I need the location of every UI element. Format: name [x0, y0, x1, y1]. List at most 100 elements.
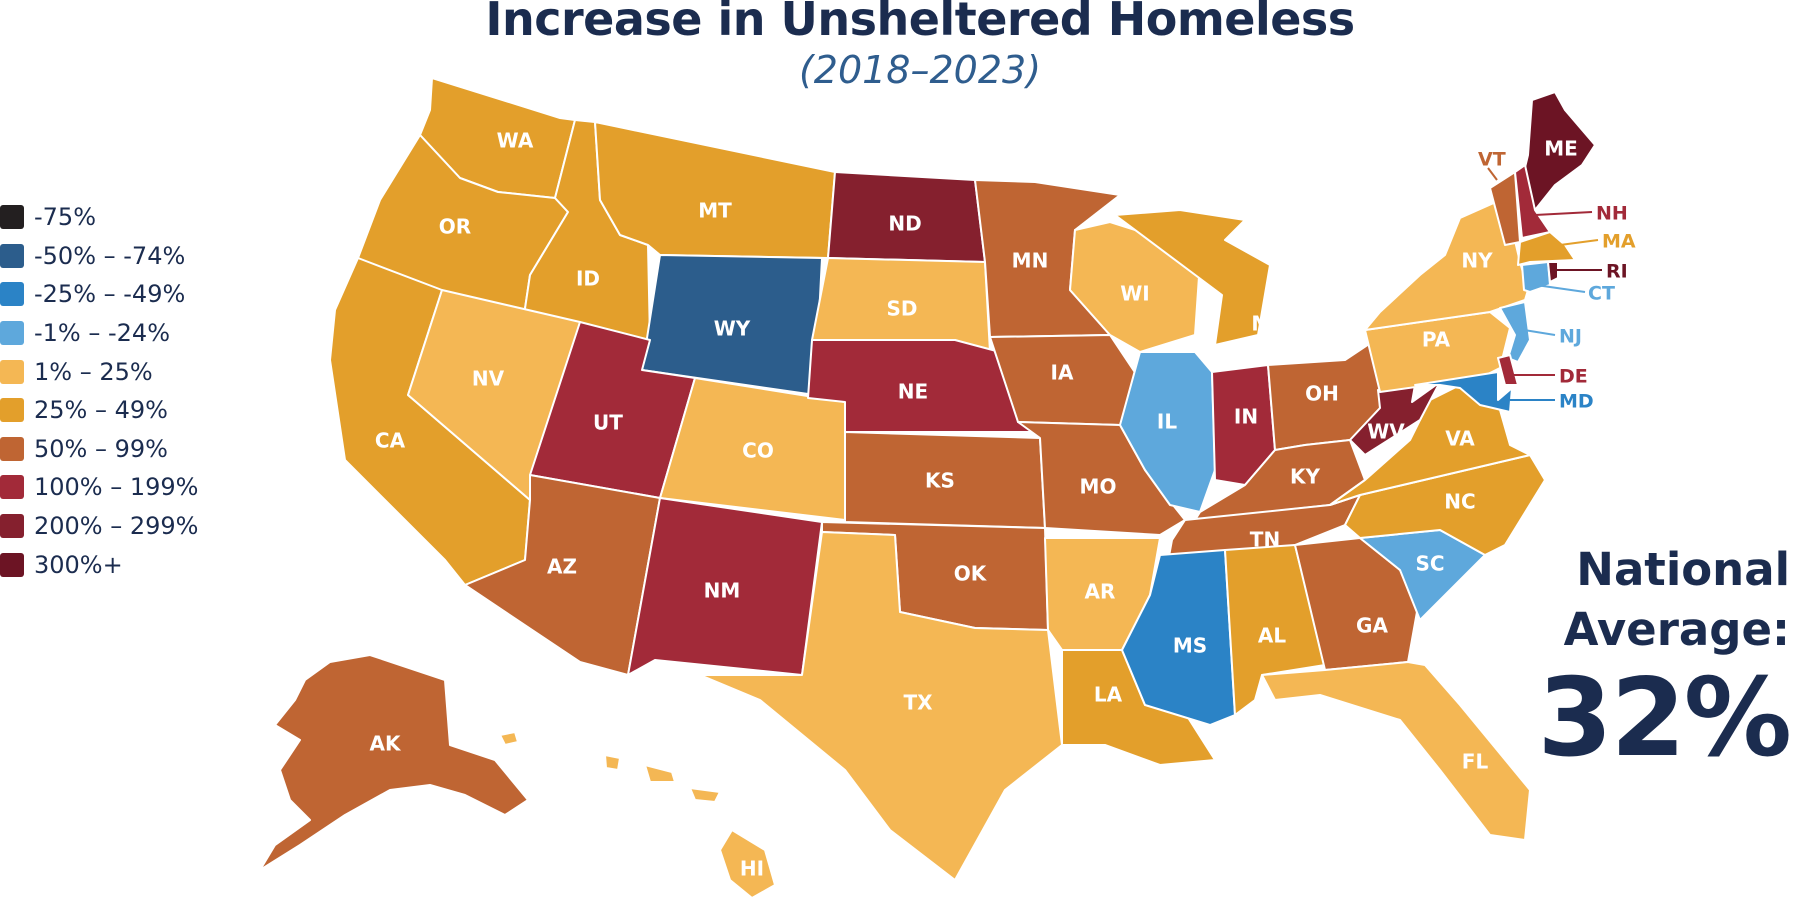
state-WY[interactable]: WY	[641, 254, 823, 396]
national-average-label-line1: National	[1576, 543, 1790, 596]
svg-text:CO: CO	[742, 439, 774, 463]
state-MA[interactable]	[1517, 231, 1576, 266]
svg-text:IN: IN	[1234, 405, 1258, 429]
legend-item: 200% – 299%	[0, 507, 198, 546]
svg-text:AL: AL	[1258, 624, 1286, 648]
state-MN[interactable]: MN	[974, 179, 1121, 338]
state-ND[interactable]: ND	[827, 171, 986, 263]
label-CT: CT	[1588, 283, 1615, 305]
svg-text:WY: WY	[714, 317, 751, 341]
state-AK[interactable]: AK	[259, 654, 529, 871]
legend-swatch	[0, 398, 24, 423]
svg-text:TX: TX	[903, 691, 933, 715]
legend-swatch	[0, 514, 24, 539]
state-NC[interactable]: NC	[1344, 454, 1546, 556]
state-SD[interactable]: SD	[811, 257, 991, 353]
svg-text:CA: CA	[375, 429, 406, 453]
legend-swatch	[0, 205, 24, 230]
svg-text:KY: KY	[1290, 465, 1320, 489]
state-FL[interactable]: FL	[1261, 661, 1531, 841]
legend-swatch	[0, 282, 24, 307]
national-average-value: 32%	[1537, 656, 1792, 781]
national-average-label-line2: Average:	[1563, 603, 1790, 656]
state-CO[interactable]: CO	[659, 377, 846, 521]
svg-text:GA: GA	[1356, 614, 1388, 638]
label-MD: MD	[1559, 391, 1594, 413]
legend-swatch	[0, 243, 24, 268]
state-HI[interactable]: HI	[499, 731, 776, 899]
label-NJ: NJ	[1559, 326, 1582, 348]
state-CT[interactable]	[1521, 261, 1551, 293]
legend-item: -25% – -49%	[0, 275, 198, 314]
legend-item: -50% – -74%	[0, 237, 198, 276]
state-RI[interactable]	[1547, 261, 1559, 283]
state-GA[interactable]: GA	[1294, 537, 1421, 671]
legend-item: 25% – 49%	[0, 391, 198, 430]
svg-text:OH: OH	[1305, 382, 1339, 406]
map-title: Increase in Unsheltered Homeless	[485, 0, 1355, 46]
svg-text:NC: NC	[1444, 490, 1475, 514]
state-KY[interactable]: KY	[1194, 439, 1366, 521]
svg-text:MS: MS	[1173, 634, 1207, 658]
state-MD[interactable]	[1414, 371, 1513, 413]
legend-label: -75%	[34, 203, 97, 232]
state-WV[interactable]: WV	[1349, 381, 1441, 456]
national-average: National Average: 32%	[1537, 540, 1792, 781]
legend-label: 100% – 199%	[34, 473, 199, 502]
svg-text:UT: UT	[593, 411, 623, 435]
svg-text:KS: KS	[925, 469, 955, 493]
legend-label: 1% – 25%	[34, 357, 153, 386]
state-IN[interactable]: IN	[1211, 364, 1276, 486]
svg-text:NM: NM	[704, 579, 741, 603]
label-NH: NH	[1596, 203, 1628, 225]
state-AR[interactable]: AR	[1044, 537, 1161, 651]
legend-swatch	[0, 321, 24, 346]
svg-text:MO: MO	[1080, 475, 1117, 499]
svg-text:VA: VA	[1445, 427, 1475, 451]
legend-item: 1% – 25%	[0, 352, 198, 391]
svg-text:ID: ID	[576, 267, 600, 291]
state-IA[interactable]: IA	[989, 334, 1141, 426]
label-RI: RI	[1606, 261, 1628, 283]
svg-text:SD: SD	[886, 297, 917, 321]
state-TX[interactable]: TX	[699, 531, 1063, 881]
map-subtitle: (2018–2023)	[798, 48, 1042, 92]
label-DE: DE	[1559, 366, 1588, 388]
state-MS[interactable]: MS	[1121, 549, 1236, 726]
svg-text:AK: AK	[370, 732, 402, 756]
legend-item: 300%+	[0, 545, 198, 584]
svg-text:HI: HI	[740, 857, 764, 881]
state-DE[interactable]	[1497, 354, 1519, 386]
state-NJ[interactable]	[1499, 301, 1531, 363]
legend-swatch	[0, 475, 24, 500]
svg-text:MI: MI	[1251, 312, 1278, 336]
state-MO[interactable]: MO	[1017, 421, 1186, 536]
svg-text:MT: MT	[698, 199, 732, 223]
state-ME[interactable]: ME	[1521, 91, 1596, 211]
state-MI[interactable]: MI	[1114, 209, 1279, 346]
legend-item: -75%	[0, 198, 198, 237]
legend-label: -1% – -24%	[34, 319, 170, 348]
state-NM[interactable]: NM	[627, 497, 823, 676]
legend-label: 200% – 299%	[34, 512, 199, 541]
svg-text:PA: PA	[1422, 328, 1451, 352]
svg-text:MN: MN	[1012, 249, 1049, 273]
state-WA[interactable]: WA	[419, 77, 576, 199]
state-NE[interactable]: NE	[807, 339, 1051, 433]
svg-text:WA: WA	[497, 129, 534, 153]
legend-swatch	[0, 436, 24, 461]
legend-label: 50% – 99%	[34, 434, 168, 463]
svg-text:NY: NY	[1461, 249, 1493, 273]
label-MA: MA	[1602, 231, 1636, 253]
state-NH[interactable]	[1514, 164, 1551, 239]
legend-label: -50% – -74%	[34, 241, 186, 270]
svg-text:NE: NE	[898, 380, 928, 404]
svg-text:WI: WI	[1120, 282, 1150, 306]
legend-label: 25% – 49%	[34, 396, 168, 425]
state-KS[interactable]: KS	[844, 431, 1046, 529]
svg-text:LA: LA	[1094, 683, 1123, 707]
state-MT[interactable]: MT	[594, 121, 836, 259]
svg-text:ND: ND	[888, 212, 921, 236]
svg-text:NV: NV	[472, 367, 505, 391]
svg-text:OK: OK	[954, 562, 988, 586]
